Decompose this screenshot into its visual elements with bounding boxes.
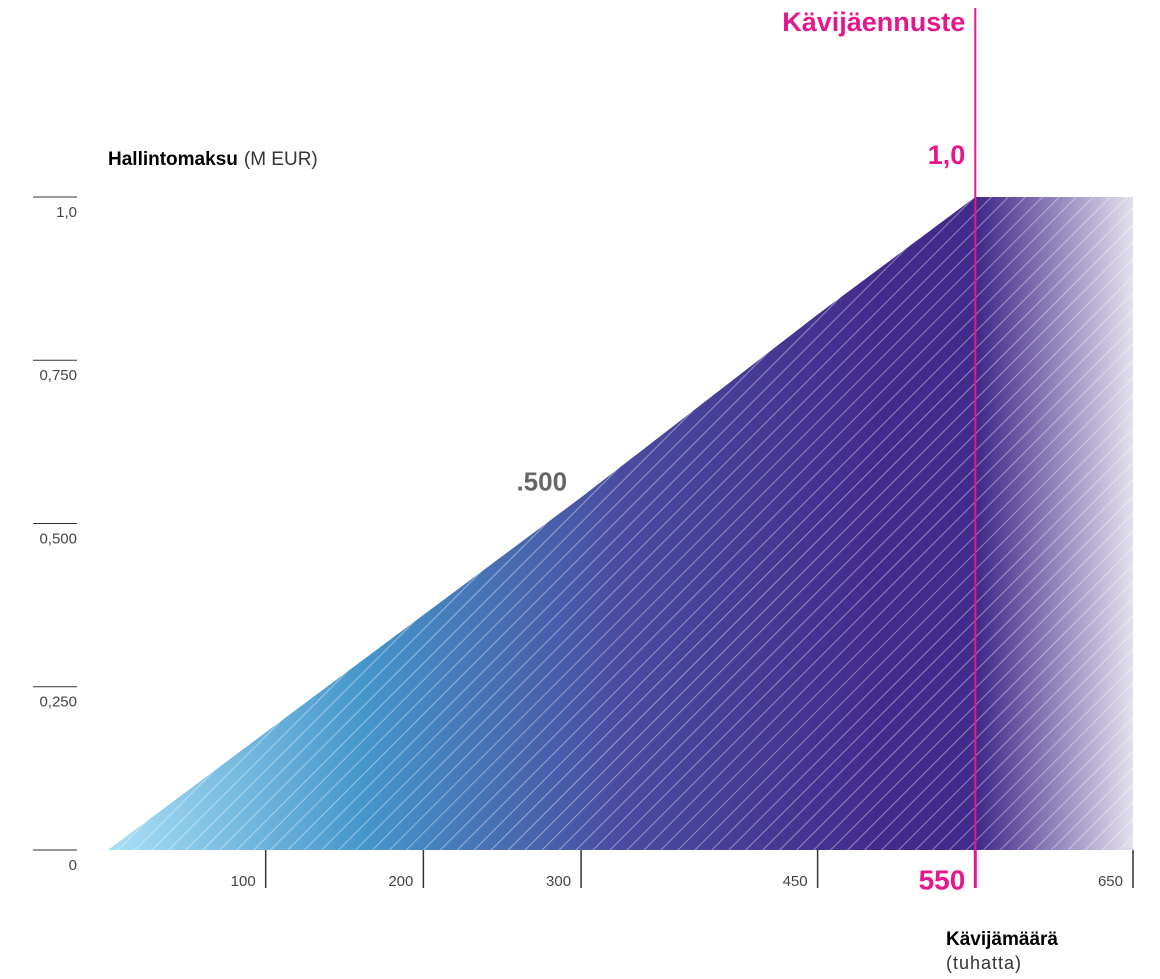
x-tick-label: 650 (1098, 873, 1123, 890)
area-fade (108, 197, 1133, 850)
y-tick-label: 0 (69, 857, 77, 874)
x-tick-label: 100 (231, 873, 256, 890)
y-tick-label: 0,250 (39, 694, 77, 711)
y-label-unit: (M EUR) (244, 149, 318, 170)
forecast-label: Kävijäennuste (782, 7, 965, 37)
x-tick-label: 450 (783, 873, 808, 890)
y-tick-label: 0,750 (39, 367, 77, 384)
x-tick-label: 200 (388, 873, 413, 890)
x-tick-label: 550 (919, 864, 966, 895)
y-axis-label: Hallintomaksu (M EUR) (108, 149, 318, 170)
y-tick-label: 0,500 (39, 530, 77, 547)
x-tick-label: 300 (546, 873, 571, 890)
y-label-bold: Hallintomaksu (108, 149, 238, 170)
x-axis-unit: (tuhatta) (946, 953, 1022, 973)
y-tick-label: 1,0 (56, 204, 77, 221)
annotation: .500 (516, 466, 567, 496)
x-axis-label: Kävijämäärä (946, 929, 1058, 950)
forecast-value: 1,0 (928, 140, 966, 170)
